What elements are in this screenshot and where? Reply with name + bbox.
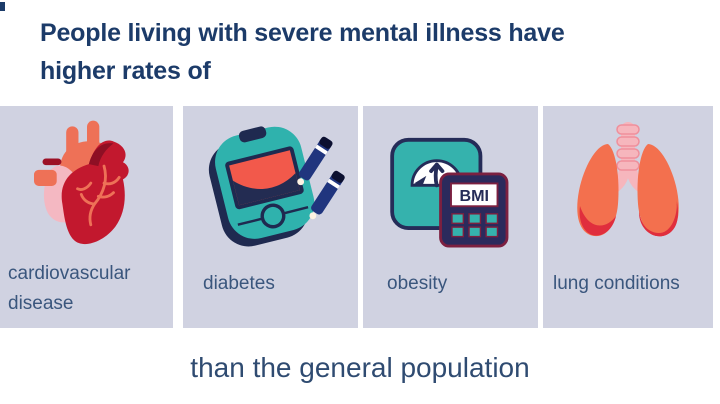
page-title-line2: higher rates of: [40, 57, 211, 85]
card-label-diabetes: diabetes: [203, 272, 275, 294]
card-cardiovascular-disease: cardiovascular disease: [0, 106, 173, 328]
condition-cards: cardiovascular disease: [0, 106, 720, 328]
card-obesity: BMI obesity: [363, 106, 538, 328]
page-title: People living with severe mental illness…: [40, 14, 700, 90]
card-label-cardiovascular-disease: cardiovascular disease: [8, 263, 131, 314]
card-lung-conditions: lung conditions: [543, 106, 713, 328]
bmi-display-text: BMI: [459, 187, 489, 205]
heart-icon: [33, 120, 129, 245]
footer-text: than the general population: [190, 352, 530, 383]
lungs-icon: [577, 122, 679, 237]
bmi-scale-calculator-icon: BMI: [389, 137, 508, 248]
glucose-meter-icon: [208, 126, 345, 247]
corner-artifact-mark: [0, 2, 5, 11]
card-label-lung-conditions: lung conditions: [553, 272, 680, 294]
card-label-obesity: obesity: [387, 272, 448, 294]
page-title-line1: People living with severe mental illness…: [40, 19, 565, 47]
card-diabetes: diabetes: [183, 106, 358, 328]
